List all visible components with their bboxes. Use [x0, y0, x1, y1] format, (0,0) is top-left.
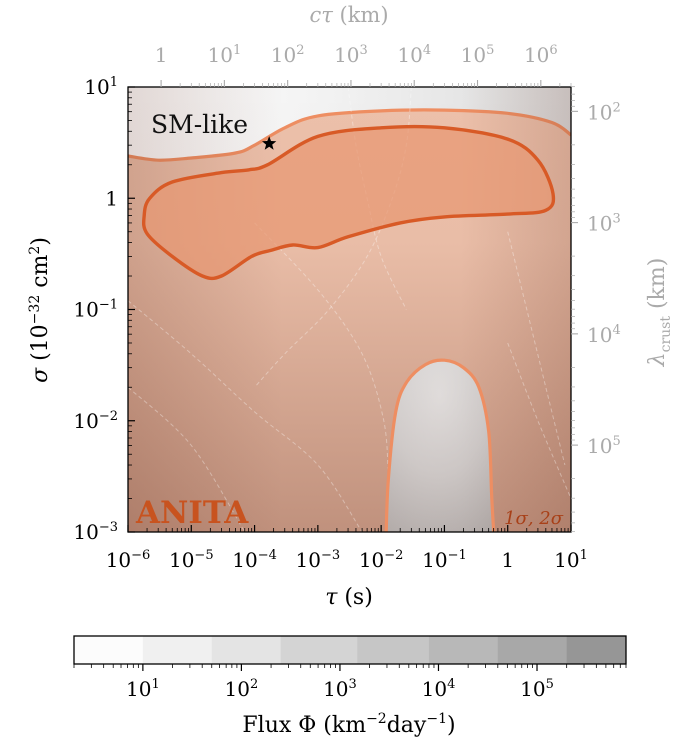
flux-contour-line: [507, 231, 566, 466]
colorbar-segment: [497, 636, 568, 664]
x-tick-label: 10−5: [169, 548, 214, 572]
x-tick-label: 101: [554, 548, 588, 572]
y-tick-label: 10−3: [73, 520, 118, 544]
sm-like-point-layer: [262, 136, 277, 150]
flux-contour-line: [128, 300, 363, 532]
region-2sigma-boundary: [384, 358, 496, 532]
sm-like-star-marker: [262, 136, 277, 150]
colorbar-segment: [566, 636, 627, 664]
y-tick-label: 1: [105, 186, 118, 210]
flux-contour-line: [128, 386, 246, 532]
colorbar-segment: [280, 636, 358, 664]
axis-tick-labels: 10−6 10−5 10−4 10−3 10−2 10−1 1 101 10−3 10−2 10−1…: [73, 43, 620, 572]
colorbar-tick-label: 104: [422, 677, 456, 701]
colorbar-tick-label: 103: [323, 677, 357, 701]
x-tick-label: 1: [501, 548, 514, 572]
right-axis-label: λcrust (km): [645, 258, 674, 368]
x-axis-label: τ (s): [325, 585, 373, 610]
x-tick-label: 10−2: [359, 548, 404, 572]
colorbar-label: Flux Φ (km−2day−1): [242, 711, 455, 738]
experiment-label: ANITA: [135, 495, 249, 531]
top-tick-label: 101: [208, 43, 242, 67]
x-tick-label: 10−6: [106, 548, 151, 572]
sm-like-label: SM-like: [151, 110, 248, 139]
colorbar-segment: [211, 636, 282, 664]
top-tick-label: 106: [524, 43, 558, 67]
colorbar-tick-label: 101: [126, 677, 160, 701]
colorbar-segment: [142, 636, 213, 664]
x-tick-label: 10−4: [232, 548, 277, 572]
x-tick-label: 10−3: [296, 548, 341, 572]
y-tick-label: 10−1: [73, 298, 118, 322]
top-tick-label: 1: [155, 43, 168, 67]
y-tick-label: 10−2: [73, 409, 118, 433]
y-tick-label: 101: [84, 75, 118, 99]
flux-contour-line: [254, 222, 389, 479]
sigma-levels-label: 1σ, 2σ: [504, 508, 564, 529]
colorbar-segment: [428, 636, 499, 664]
flux-contour-line: [507, 342, 571, 499]
top-axis-label: cτ (km): [309, 3, 388, 27]
right-tick-label: 105: [587, 434, 621, 458]
colorbar-segment: [357, 636, 430, 664]
region-1sigma: [141, 124, 556, 281]
flux-region-inside-hole: [386, 360, 494, 532]
right-tick-label: 103: [587, 212, 621, 236]
top-tick-label: 102: [271, 43, 305, 67]
colorbar-frame: [73, 635, 627, 665]
x-tick-label: 10−1: [422, 548, 467, 572]
axis-ticks: [127, 80, 578, 533]
colorbar: 101 102 103 104 105: [73, 635, 627, 701]
y-axis-label: σ (10−32 cm2): [27, 237, 53, 383]
region-1sigma-contour: [141, 124, 556, 281]
region-2sigma-hole-boundary: [384, 358, 496, 532]
top-tick-label: 105: [461, 43, 495, 67]
colorbar-tick-label: 102: [225, 677, 259, 701]
right-tick-label: 102: [587, 100, 621, 124]
top-tick-label: 103: [334, 43, 368, 67]
colorbar-segment: [74, 636, 144, 664]
top-tick-label: 104: [397, 43, 431, 67]
colorbar-tick-label: 105: [520, 677, 554, 701]
plot-area: SM-like ANITA 1σ, 2σ: [128, 87, 571, 532]
right-tick-label: 104: [587, 323, 621, 347]
